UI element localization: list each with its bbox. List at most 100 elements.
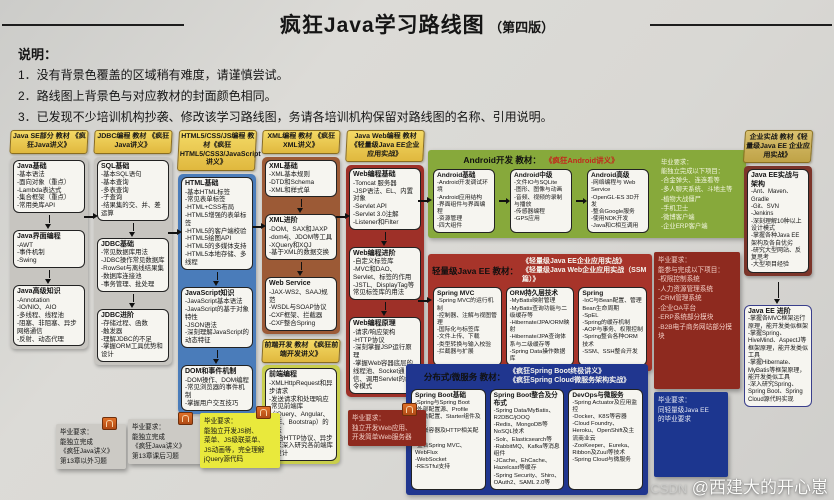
grad-line: 第13章以外习题 (60, 457, 107, 465)
topic-item: -HTML5本地存储、多线程 (185, 251, 247, 266)
graduation-note-javaweb: 毕业要求： 独立开发Web应用、 开发简单Web服务器 (348, 403, 426, 446)
title-rule-left (2, 24, 184, 26)
box-title: Spring (582, 290, 604, 298)
grad-line: -权限控制系统 (658, 276, 700, 284)
box-items: -MyBatis映射管理 -MyBatis查询功能与二级缓存等 -Hibernate… (510, 298, 571, 363)
topic-item: -ZooKeeper、Eureka、Ribbon及Zuul等技术 (572, 442, 633, 456)
topic-item: -Servlet 3.0注解 (353, 211, 399, 219)
column-java-se-header: Java SE部分 教材 《疯狂Java讲义》 (9, 130, 89, 154)
grad-line: 《疯狂Java讲义》 (60, 448, 114, 456)
grad-line: 毕业要求： (132, 424, 165, 431)
topic-item: -集合框架（重点） (17, 194, 71, 202)
grad-line: JS动画等，完全理解 (204, 446, 265, 454)
topic-item: -自定义标签库 (353, 258, 394, 266)
grad-line: 菜单、JS级联菜单、 (204, 437, 265, 445)
box-title: JDBC基础 (101, 240, 135, 248)
box-springboot-basic: Spring Boot基础 -Spring与Spring Boot -外部配置源、… (411, 388, 486, 490)
box-title: SQL基础 (101, 162, 130, 170)
panel-label: Android开发 教材： (463, 155, 541, 165)
grad-line: -微博客户端 (661, 213, 695, 221)
grad-line: 能独立完成 (132, 433, 165, 441)
topic-item: -理解JDBC的不足 (101, 335, 152, 343)
topic-item: -传感器编程 (514, 208, 545, 215)
topic-item: -Hibernate/JPA/ORM映射 (509, 319, 570, 334)
topic-item: -存储过程、函数 (101, 320, 148, 328)
graduation-note-android: 毕业要求： 能独立完成以下项目： -合金弹头、连连看等 -多人聊天系统、斗地主等 -植物… (661, 158, 743, 231)
box-items: -XML基本规则 -DTD和Schema -XML和样式单 (269, 171, 333, 194)
topic-item: -Spring Data/MyBatis、R2DBC/jOOQ (493, 407, 555, 422)
box-title: Java EE 进阶 (748, 307, 791, 315)
panel-android: Android开发 教材： 《疯狂Android讲义》 Android基础 -A… (428, 150, 746, 239)
graduation-note-javase: 毕业要求： 能独立完成 《疯狂Java讲义》 第13章以外习题 (56, 417, 126, 470)
notes-heading: 说明： (18, 47, 58, 62)
topic-item: -掌握用户交互技巧 (185, 400, 239, 408)
box-title: Web Service (269, 280, 311, 288)
topic-item: -HTML5的客户端校验 (185, 227, 247, 235)
box-title: Android基础 (437, 172, 476, 179)
panel-android-main: Android开发 教材： 《疯狂Android讲义》 Android基础 -A… (428, 152, 654, 234)
down-arrow-icon (381, 231, 388, 246)
box-title: Spring MVC (437, 290, 475, 298)
grad-line: 能参与完成以下项目： (658, 266, 724, 274)
box-dom-events: DOM和事件机制 -DOM操作、DOM编程 -常见浏览器的事件机制 -掌握用户交互技… (181, 365, 253, 411)
box-items: -基本SQL语句 -基本查询 -多表查询 -子查询 -结果集的交、并、差运算 (101, 171, 165, 218)
column-xml-body: XML基础 -XML基本规则 -DTD和Schema -XML和样式单 XML进阶 … (262, 156, 340, 334)
topic-item: -AOP与事务、权限控制 (582, 327, 643, 334)
grad-line: -企业OA平台 (658, 304, 697, 312)
grad-line: 毕业要求： (204, 418, 237, 425)
box-jdbc-advanced: JDBC进阶 -存储过程、函数 -触发器 -理解JDBC的不足 -掌握ORM工具优势和… (97, 308, 169, 363)
topic-item: -RowSet与离线结果集 (101, 265, 164, 273)
topic-item: -OpenGL-ES 3D开发 (591, 194, 640, 208)
grad-line: jQuery源代码 (204, 456, 244, 464)
box-title: XML进阶 (269, 217, 298, 225)
box-title: HTML基础 (185, 180, 219, 187)
topic-item: -HTML5绘图API (185, 235, 232, 243)
box-javascript: JavaScript知识 -JavaScript基本语法 -JavaScript的… (181, 286, 253, 349)
topic-item: -多表查询 (101, 186, 129, 194)
topic-item: -JavaScript基本语法 (185, 298, 243, 306)
grad-line: 毕业要求： (658, 397, 691, 404)
grad-lines: 毕业要求： 能独立开发JS树、 菜单、JS级联菜单、 JS动画等，完全理解 jQuery… (204, 417, 276, 465)
down-arrow-icon (297, 262, 304, 277)
topic-item: -Spring整合各种ORM技术 (582, 334, 638, 348)
topic-item: -IO/NIO、AIO (17, 304, 57, 312)
box-web-basics: Web编程基础 -Tomcat 服务器 -JSP语法、EL、内置对象 -Servle… (349, 168, 421, 230)
topic-item: -HTML5增强的表单标签 (185, 211, 247, 227)
graduation-note-jdbc: 毕业要求： 能独立完成 《疯狂Java讲义》 第13章课后习题 (128, 412, 202, 465)
topic-item: -HTTP协议 (353, 336, 385, 344)
box-title: Java基础 (17, 162, 47, 170)
topic-item: -掌握各种Java EE架构及各自优劣 (751, 233, 800, 247)
notes-list: 1．没有背景色覆盖的区域稍有难度，请谨慎尝试。 2．路线图上背景色与对应教材的封面… (18, 66, 668, 125)
binder-clip-icon (256, 406, 271, 419)
grad-lines: 毕业要求： 能独立完成以下项目： -合金弹头、连连看等 -多人聊天系统、斗地主等 -植物… (661, 158, 743, 231)
down-arrow-icon (45, 215, 52, 230)
grad-line: 的毕业要求 (658, 416, 691, 424)
topic-item: -Lambda表达式 (17, 186, 62, 194)
connector-arrow-icon (84, 213, 98, 219)
column-jdbc-body: SQL基础 -基本SQL语句 -基本查询 -多表查询 -子查询 -结果集的交、并、差运算… (94, 156, 172, 366)
topic-item: -掌握ORM工具优势和设计 (101, 343, 163, 359)
topic-item: -数据库连接池 (101, 272, 142, 280)
topic-item: -Spring的缓存机制 (582, 319, 631, 326)
watermark: CSDN @西建大的开心崽 (650, 473, 828, 498)
box-title: DevOps与微服务 (572, 391, 624, 399)
topic-item: -Listener和Filter (353, 218, 399, 226)
topic-item: -常见数据库用法 (101, 249, 148, 257)
box-title: JDBC进阶 (101, 311, 135, 319)
right-arrow-icon (576, 198, 587, 204)
topic-item: -DTD和Schema (269, 178, 315, 186)
topic-item: -AWT (17, 241, 34, 249)
topic-item: -基本查询 (101, 178, 129, 186)
box-items: -JavaScript基本语法 -JavaScript的基于对象特性 -JSON语法… (185, 298, 249, 345)
box-items: -基本HTML标签 -常见表单标签 -HTML+CSS布局 -HTML5增强的表单标签… (185, 189, 249, 267)
box-spring-mvc: Spring MVC -Spring MVC的运行机制 -控制器、注解与视图管理 -… (433, 287, 502, 367)
panel-book-title: 《疯狂Android讲义》 (544, 155, 619, 165)
topic-item: -Spring Actuator及应用监控 (572, 399, 638, 413)
topic-item: -RabbitMQ、Kafka等消息组件 (493, 443, 560, 457)
grad-lines: 毕业要求： 独立开发Web应用、 开发简单Web服务器 (352, 414, 422, 443)
topic-item: -类型转换与输入校验 (437, 341, 492, 348)
topic-item: -MyBatis映射管理 (509, 298, 556, 305)
column-xml-header: XML编程 教材 《疯狂XML讲义》 (261, 130, 341, 154)
topic-item: -大型项目经验 (751, 262, 789, 269)
down-arrow-icon (213, 271, 220, 286)
